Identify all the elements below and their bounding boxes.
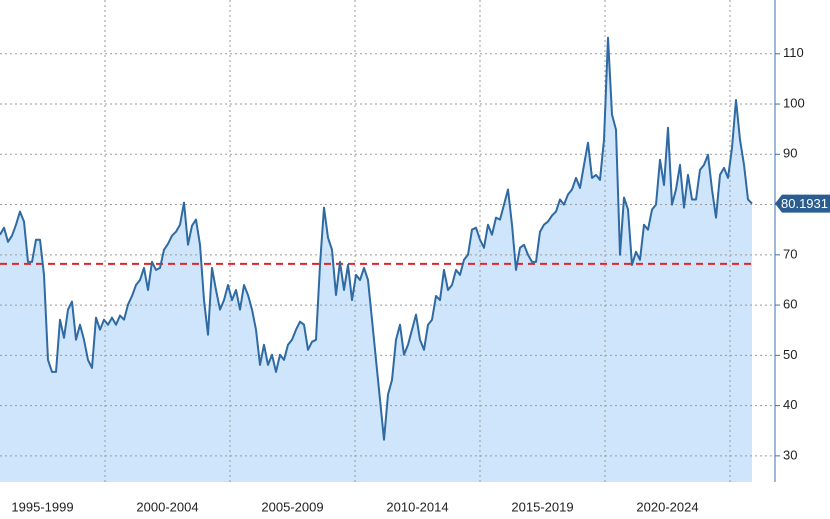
y-tick-label: 40 xyxy=(783,397,797,412)
last-value-label: 80.1931 xyxy=(781,196,828,211)
y-tick-label: 90 xyxy=(783,146,797,161)
x-tick-label: 2005-2009 xyxy=(261,499,323,514)
y-tick-label: 30 xyxy=(783,447,797,462)
x-tick-label: 2000-2004 xyxy=(136,499,198,514)
y-tick-label: 60 xyxy=(783,297,797,312)
y-tick-label: 100 xyxy=(783,95,805,110)
x-tick-label: 2015-2019 xyxy=(511,499,573,514)
y-tick-label: 70 xyxy=(783,246,797,261)
y-tick-label: 110 xyxy=(783,45,804,60)
line xyxy=(0,36,753,441)
x-tick-label: 2010-2014 xyxy=(386,499,448,514)
y-tick-label: 50 xyxy=(783,347,797,362)
x-tick-label: 1995-1999 xyxy=(11,499,73,514)
x-tick-label: 2020-2024 xyxy=(636,499,698,514)
last-value-tag xyxy=(775,194,830,213)
area xyxy=(0,37,752,482)
